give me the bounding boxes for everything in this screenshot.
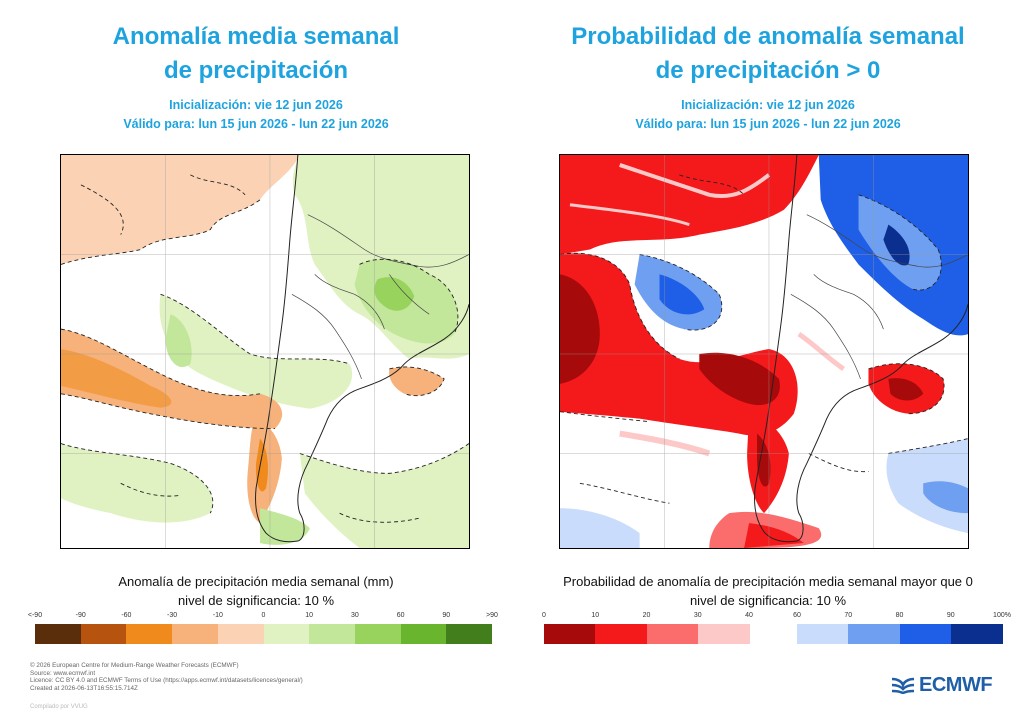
probability-colorbar-swatch-low: [544, 624, 596, 644]
probability-colorbar-tick-label: 70: [844, 612, 853, 619]
probability-colorbar: 0 10 20 30 40 60 70 80 90 100%: [532, 612, 1011, 648]
anomaly-colorbar-swatch: [217, 624, 264, 644]
anomaly-map: [60, 154, 470, 549]
anomaly-colorbar-swatch: [263, 624, 310, 644]
anomaly-colorbar-swatches: [35, 624, 493, 644]
anomaly-colorbar-swatch: [172, 624, 219, 644]
anomaly-colorbar-swatch: [80, 624, 127, 644]
probability-colorbar-tick-label: 60: [793, 612, 801, 619]
probability-colorbar-swatch-low: [595, 624, 647, 644]
anomaly-colorbar-tick-label: 10: [305, 612, 314, 619]
anomaly-caption-line1: Anomalía de precipitación media semanal …: [118, 574, 394, 589]
probability-map: [559, 154, 969, 549]
anomaly-colorbar-tick-label: 30: [350, 612, 359, 619]
anomaly-colorbar: <-90 -90 -60 -30 -10 0 10 30 60 90 >90: [28, 612, 498, 648]
anomaly-caption-line2: nivel de significancia: 10 %: [177, 593, 335, 608]
probability-title: Probabilidad de anomalía semanal de prec…: [512, 20, 1024, 88]
anomaly-colorbar-tick-label: -30: [167, 612, 178, 619]
probability-colorbar-tick-label: 40: [745, 612, 753, 619]
credits-source: Source: www.ecmwf.int: [30, 669, 96, 677]
probability-meta: Inicialización: vie 12 jun 2026 Válido p…: [512, 96, 1024, 134]
probability-colorbar-tick-label: 10: [591, 612, 600, 619]
credits-licence: Licence: CC BY 4.0 and ECMWF Terms of Us…: [30, 677, 303, 685]
anomaly-colorbar-swatch: [309, 624, 356, 644]
anomaly-colorbar-tick-label: -90: [75, 612, 86, 619]
anomaly-init-date: Inicialización: vie 12 jun 2026: [169, 98, 343, 112]
anomaly-title-line1: Anomalía media semanal: [112, 23, 400, 50]
probability-colorbar-swatch-low: [646, 624, 699, 644]
anomaly-colorbar-tick-label: -10: [212, 612, 223, 619]
credits-created: Created at 2026-06-13T16:55:15.714Z: [30, 684, 138, 692]
anomaly-colorbar-tick-label: -60: [121, 612, 132, 619]
probability-colorbar-swatch-high: [899, 624, 952, 644]
probability-init-date: Inicialización: vie 12 jun 2026: [681, 98, 855, 112]
credits-copyright: © 2026 European Centre for Medium-Range …: [30, 662, 239, 669]
anomaly-title: Anomalía media semanal de precipitación: [0, 20, 512, 88]
anomaly-caption: Anomalía de precipitación media semanal …: [0, 572, 512, 610]
anomaly-panel: Anomalía media semanal de precipitación …: [0, 0, 512, 650]
anomaly-colorbar-tick-label: 60: [396, 612, 405, 619]
probability-colorbar-swatch-low: [697, 624, 750, 644]
anomaly-colorbar-tick-label: >90: [486, 612, 498, 619]
probability-colorbar-tick-label: 20: [642, 612, 651, 619]
ecmwf-logo-icon: [891, 677, 915, 694]
probability-colorbar-swatch-high: [848, 624, 900, 644]
probability-colorbar-ticks: 0 10 20 30 40 60 70 80 90 100%: [532, 612, 1011, 624]
anomaly-colorbar-tick-label: 90: [442, 612, 451, 619]
anomaly-colorbar-swatch: [126, 624, 173, 644]
anomaly-colorbar-tick-label: <-90: [27, 612, 43, 619]
probability-colorbar-swatches: [532, 624, 1003, 644]
probability-colorbar-tick-label: 30: [693, 612, 702, 619]
anomaly-colorbar-swatch: [354, 624, 402, 644]
probability-colorbar-tick-label: 0: [542, 612, 546, 619]
anomaly-title-line2: de precipitación: [163, 57, 349, 84]
compiled-by: Compilado por VVUG: [30, 704, 88, 710]
probability-colorbar-tick-label: 90: [946, 612, 955, 619]
ecmwf-logo: ECMWF: [890, 673, 993, 696]
anomaly-map-canvas: [61, 155, 469, 548]
anomaly-colorbar-ticks: <-90 -90 -60 -30 -10 0 10 30 60 90 >90: [28, 612, 498, 624]
probability-caption-line1: Probabilidad de anomalía de precipitació…: [563, 574, 973, 589]
probability-caption: Probabilidad de anomalía de precipitació…: [512, 572, 1024, 610]
probability-title-line2: de precipitación > 0: [655, 57, 881, 84]
probability-title-line1: Probabilidad de anomalía semanal: [571, 23, 965, 50]
ecmwf-logo-text: ECMWF: [919, 673, 993, 696]
anomaly-colorbar-tick-label: 0: [261, 612, 266, 619]
probability-caption-line2: nivel de significancia: 10 %: [689, 593, 847, 608]
anomaly-colorbar-swatch: [400, 624, 447, 644]
credits-footer: © 2026 European Centre for Medium-Range …: [30, 662, 303, 692]
probability-valid-range: Válido para: lun 15 jun 2026 - lun 22 ju…: [635, 117, 901, 131]
anomaly-colorbar-swatch: [35, 624, 82, 644]
probability-colorbar-tick-label: 80: [895, 612, 904, 619]
anomaly-meta: Inicialización: vie 12 jun 2026 Válido p…: [0, 96, 512, 134]
probability-colorbar-swatch-high: [950, 624, 1003, 644]
anomaly-valid-range: Válido para: lun 15 jun 2026 - lun 22 ju…: [123, 117, 389, 131]
probability-map-canvas: [560, 155, 968, 548]
anomaly-colorbar-swatch: [446, 624, 493, 644]
probability-colorbar-swatch-high: [797, 624, 849, 644]
probability-panel: Probabilidad de anomalía semanal de prec…: [512, 0, 1024, 650]
probability-colorbar-tick-label: 100%: [993, 612, 1011, 619]
